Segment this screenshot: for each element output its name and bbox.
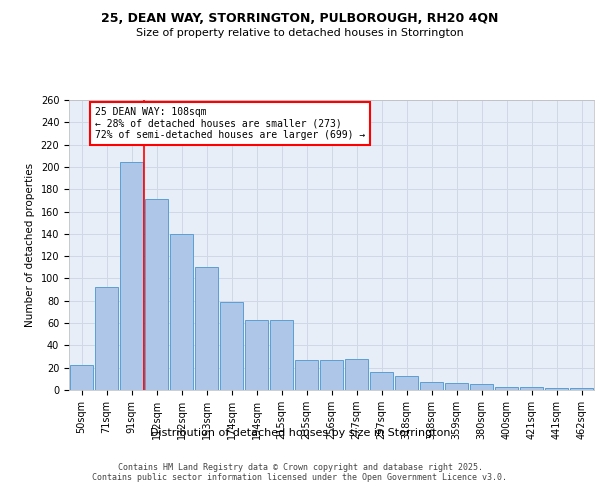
Bar: [220, 302, 244, 390]
Bar: [545, 388, 568, 390]
Text: Size of property relative to detached houses in Storrington: Size of property relative to detached ho…: [136, 28, 464, 38]
Text: Distribution of detached houses by size in Storrington: Distribution of detached houses by size …: [150, 428, 450, 438]
Bar: [494, 386, 518, 390]
Bar: [344, 359, 368, 390]
Bar: [395, 376, 418, 390]
Bar: [569, 388, 593, 390]
Bar: [370, 372, 394, 390]
Bar: [470, 384, 493, 390]
Bar: [445, 384, 469, 390]
Bar: [520, 386, 544, 390]
Bar: [95, 288, 118, 390]
Bar: [320, 360, 343, 390]
Bar: [295, 360, 319, 390]
Bar: [119, 162, 143, 390]
Bar: [145, 200, 169, 390]
Bar: [70, 366, 94, 390]
Bar: [194, 268, 218, 390]
Y-axis label: Number of detached properties: Number of detached properties: [25, 163, 35, 327]
Bar: [269, 320, 293, 390]
Text: 25, DEAN WAY, STORRINGTON, PULBOROUGH, RH20 4QN: 25, DEAN WAY, STORRINGTON, PULBOROUGH, R…: [101, 12, 499, 26]
Text: Contains HM Land Registry data © Crown copyright and database right 2025.
Contai: Contains HM Land Registry data © Crown c…: [92, 462, 508, 482]
Bar: [419, 382, 443, 390]
Bar: [245, 320, 268, 390]
Text: 25 DEAN WAY: 108sqm
← 28% of detached houses are smaller (273)
72% of semi-detac: 25 DEAN WAY: 108sqm ← 28% of detached ho…: [95, 106, 365, 140]
Bar: [170, 234, 193, 390]
